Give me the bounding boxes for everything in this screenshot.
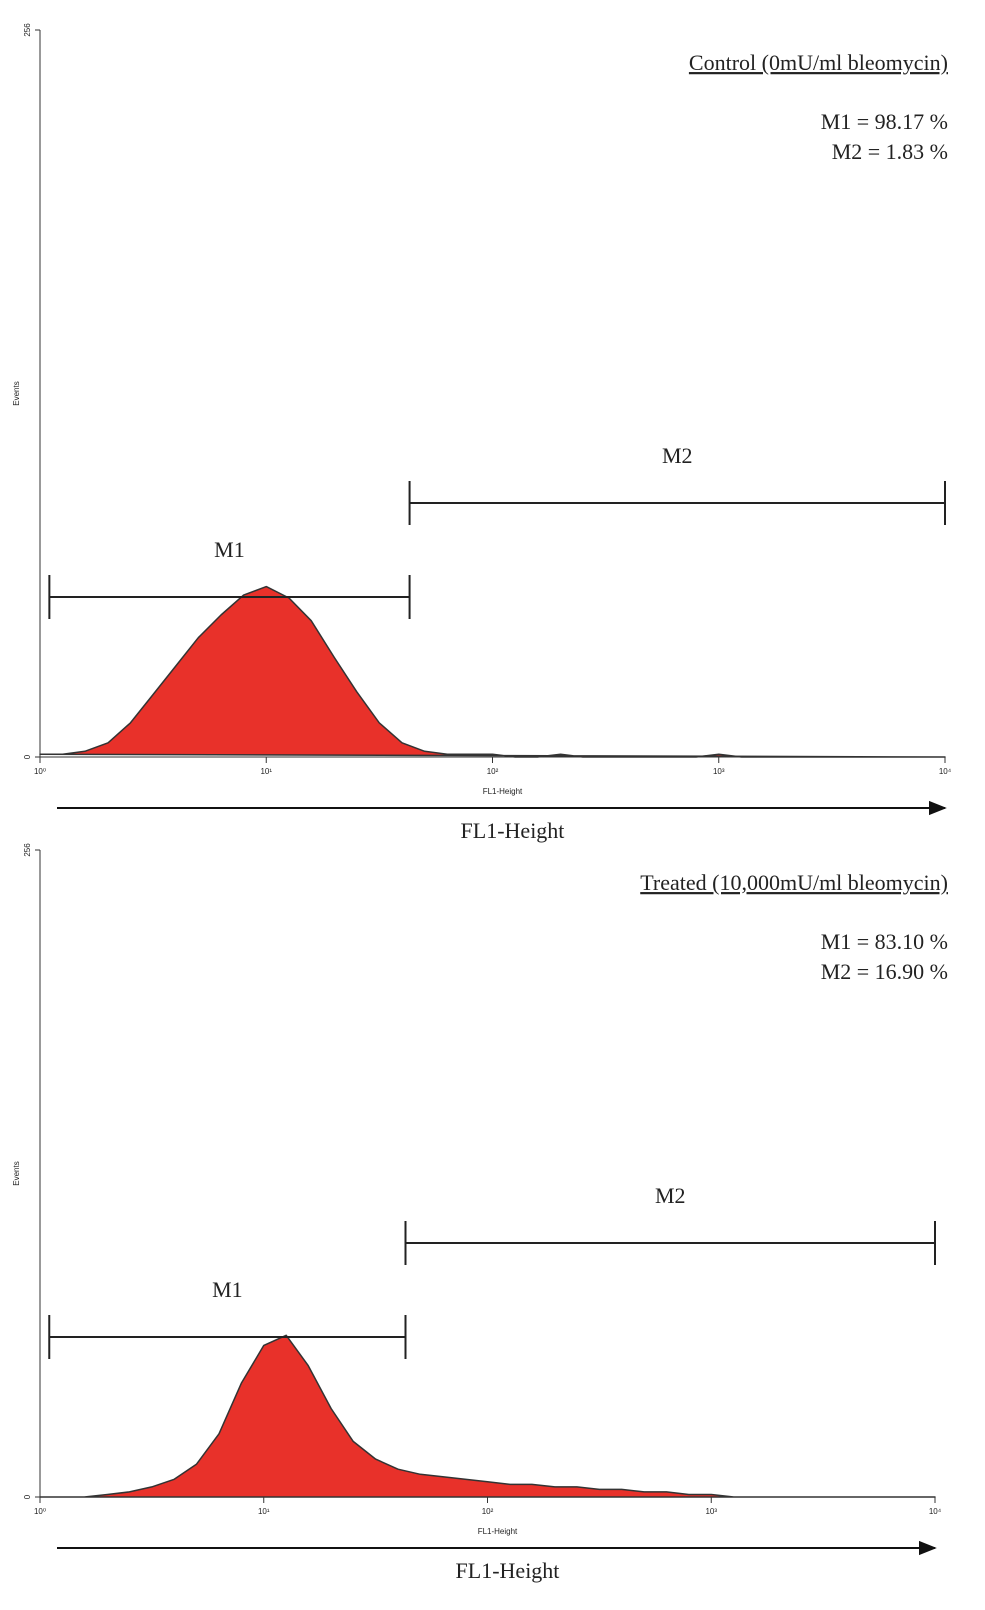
x-axis-label: FL1-Height (483, 787, 523, 796)
stat: M1 = 83.10 % (821, 929, 948, 954)
x-tick-label: 10¹ (260, 767, 272, 776)
x-tick-label: 10² (482, 1507, 494, 1516)
marker-label: M1 (214, 537, 245, 562)
x-tick-label: 10⁰ (34, 767, 46, 776)
y-axis-label: Events (12, 1161, 21, 1185)
x-tick-label: 10⁴ (939, 767, 952, 776)
x-tick-label: 10² (487, 767, 499, 776)
x-tick-label: 10⁰ (34, 1507, 46, 1516)
panel-title: Control (0mU/ml bleomycin) (689, 50, 948, 75)
marker-label: M1 (212, 1277, 243, 1302)
histogram-area (39, 585, 946, 758)
stat: M2 = 1.83 % (832, 139, 948, 164)
y-tick-label: 0 (23, 754, 32, 759)
marker-label: M2 (655, 1183, 686, 1208)
x-tick-label: 10⁴ (929, 1507, 942, 1516)
histogram-area (39, 1334, 936, 1498)
x-tick-label: 10³ (713, 767, 725, 776)
panel: 0 256 Events 10⁰ 10¹ 10² 10³ 10⁴ FL1-Height FL1-H… (12, 23, 952, 843)
x-tick-label: 10¹ (258, 1507, 270, 1516)
marker-label: M2 (662, 443, 693, 468)
y-tick-label: 0 (23, 1494, 32, 1499)
x-tick-label: 10³ (705, 1507, 717, 1516)
y-tick-label: 256 (23, 23, 32, 37)
axis-caption: FL1-Height (456, 1558, 560, 1583)
panel-title: Treated (10,000mU/ml bleomycin) (640, 870, 948, 895)
axis-caption: FL1-Height (461, 818, 565, 843)
y-axis-label: Events (12, 381, 21, 405)
stat: M1 = 98.17 % (821, 109, 948, 134)
y-tick-label: 256 (23, 843, 32, 857)
panel: 0 256 Events 10⁰ 10¹ 10² 10³ 10⁴ FL1-Height FL1-H… (12, 843, 948, 1583)
x-axis-label: FL1-Height (478, 1527, 518, 1536)
stat: M2 = 16.90 % (821, 959, 948, 984)
